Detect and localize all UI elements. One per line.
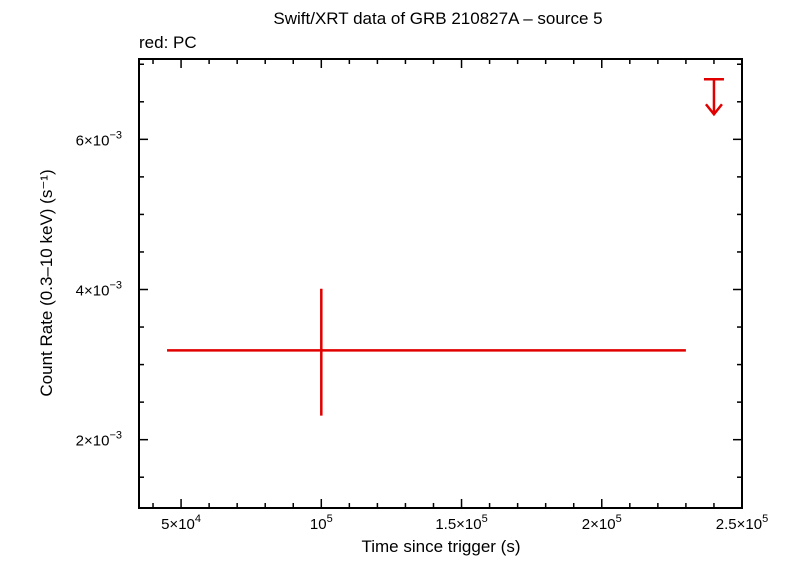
data-point bbox=[167, 288, 686, 416]
data-marks bbox=[167, 78, 724, 416]
upper-limit-arrow bbox=[703, 78, 724, 117]
x-tick-label: 2.5×105 bbox=[716, 513, 768, 533]
chart-title: Swift/XRT data of GRB 210827A – source 5 bbox=[273, 9, 602, 28]
x-tick-label: 5×104 bbox=[161, 513, 201, 533]
x-axis-label: Time since trigger (s) bbox=[361, 537, 520, 556]
axis-ticks bbox=[139, 59, 743, 508]
x-tick-label: 105 bbox=[310, 513, 333, 533]
chart-subtitle: red: PC bbox=[139, 33, 197, 52]
plot-frame bbox=[138, 58, 743, 509]
plot-border bbox=[138, 58, 743, 509]
axis-tick-labels: 5×104 105 1.5×105 2×105 2.5×105 2×10−3 4×10−3 6… bbox=[76, 129, 769, 533]
y-tick-label: 6×10−3 bbox=[76, 129, 122, 149]
x-tick-label: 2×105 bbox=[582, 513, 622, 533]
upper-limit-arrowhead bbox=[704, 103, 723, 117]
y-axis-label: Count Rate (0.3–10 keV) (s⁻¹) bbox=[37, 169, 56, 396]
x-tick-label: 1.5×105 bbox=[435, 513, 487, 533]
y-tick-label: 4×10−3 bbox=[76, 280, 122, 300]
y-tick-label: 2×10−3 bbox=[76, 430, 122, 450]
